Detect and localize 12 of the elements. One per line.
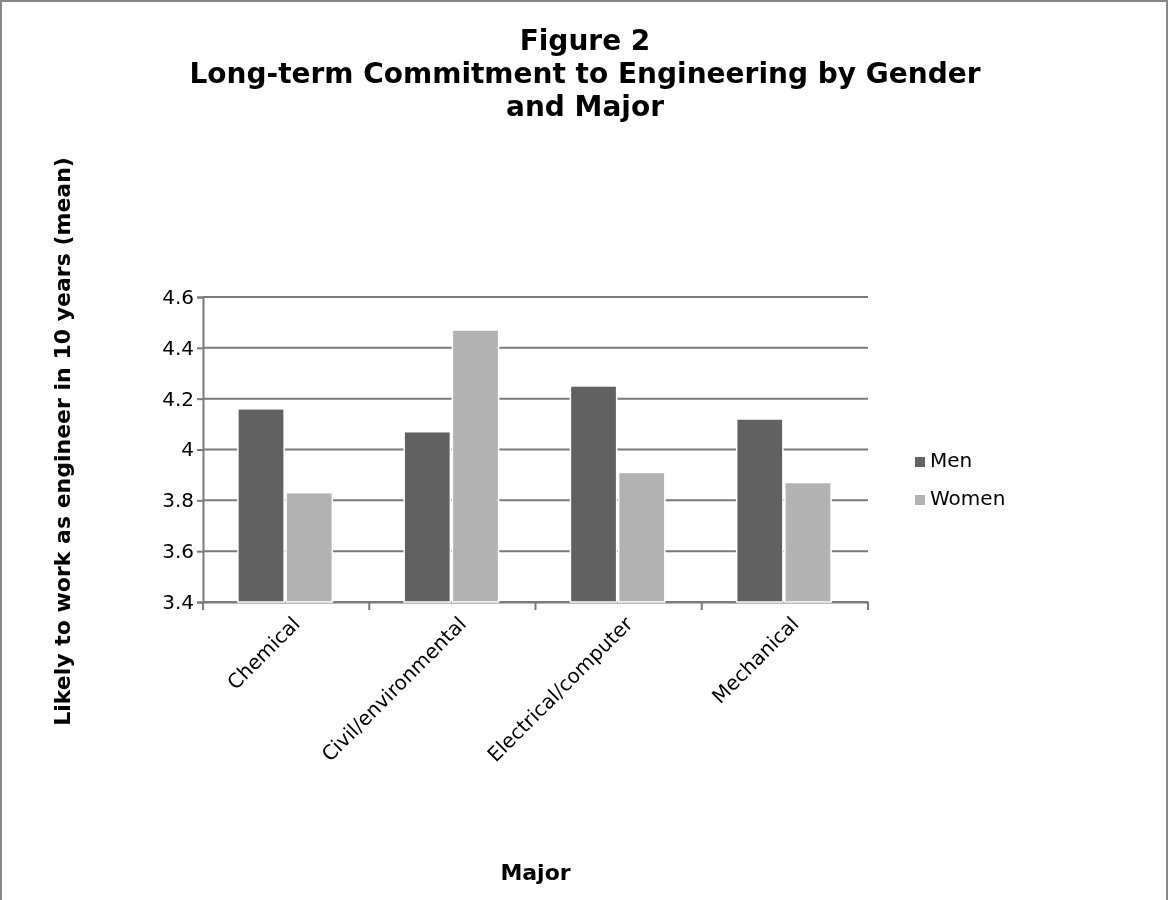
y-tick-label: 3.8 <box>162 488 194 513</box>
y-tick-label: 3.4 <box>162 589 194 614</box>
y-tick-label: 4.6 <box>162 284 194 309</box>
x-axis-title: Major <box>500 860 571 885</box>
chart-title: Figure 2 Long-term Commitment to Engineering by Gender and Major <box>189 24 981 123</box>
y-tick-label: 4.4 <box>162 335 194 360</box>
y-axis-title: Likely to work as engineer in 10 years (mean) <box>50 157 75 726</box>
y-tick-label: 3.6 <box>162 539 194 564</box>
legend-label: Men <box>930 448 973 472</box>
legend-label: Women <box>930 486 1006 510</box>
y-tick-label: 4.2 <box>162 386 194 411</box>
y-tick-label: 4 <box>181 437 194 462</box>
